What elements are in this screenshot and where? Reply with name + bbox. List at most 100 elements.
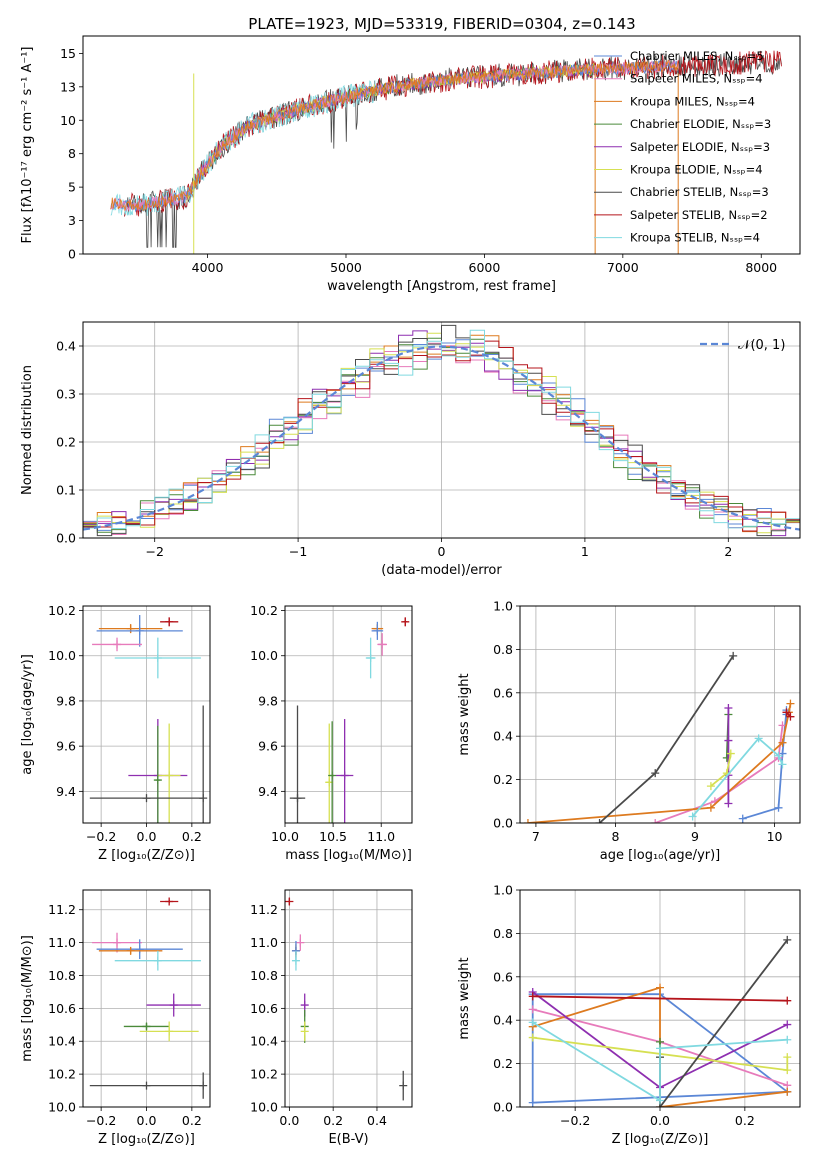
y-tick-label: 10.4 [48, 1034, 76, 1049]
weight-marker-salpeter-stelib [528, 992, 537, 1001]
x-tick-label: 8 [611, 829, 619, 844]
y-tick-label: 0.0 [493, 816, 513, 831]
mass-vs-ebv-axes-frame [284, 889, 413, 1108]
legend-entry-salpeter-miles: Salpeter MILES, Nₛₛₚ=4 [630, 72, 763, 86]
weight-marker-kroupa-stelib [656, 1096, 664, 1105]
spectrum-line-chabrier-miles [110, 60, 679, 213]
x-axis-label: (data-model)/error [381, 563, 502, 578]
errorbar-point-chabrier-stelib [89, 794, 204, 803]
y-tick-label: 0.8 [493, 926, 513, 941]
weight-marker-chabrier-miles [528, 1098, 537, 1107]
massweight-vs-Z-panel: −0.2 0.0 0.2 0.0 0.2 0.4 0.6 0.8 1.0 Z [log₁₀(Z/Z… [457, 883, 801, 1147]
massweight-vs-age-panel: 7 8 9 10 0.0 0.2 0.4 0.6 0.8 1.0 age [log₁₀(age/yr… [457, 599, 801, 863]
weight-marker-chabrier-stelib [729, 651, 738, 660]
weight-marker-salpeter-stelib [783, 996, 792, 1005]
y-tick-label: 0 [68, 247, 76, 262]
errorbar-point-kroupa-stelib [365, 637, 376, 679]
weight-line-kroupa-miles [527, 703, 792, 823]
errorbar-point-salpeter-miles [92, 637, 142, 652]
y-tick-label: 10 [60, 113, 76, 128]
weight-marker-kroupa-stelib [754, 734, 763, 743]
weight-marker-salpeter-miles [528, 1005, 537, 1014]
y-tick-label: 0.8 [493, 642, 513, 657]
weight-marker-chabrier-stelib [651, 769, 660, 778]
y-tick-label: 9.4 [258, 784, 278, 799]
x-tick-label: −0.2 [560, 1113, 590, 1128]
errorbar-point-chabrier-stelib [199, 705, 208, 823]
x-tick-label: 4000 [192, 260, 224, 275]
legend-entry-kroupa-stelib: Kroupa STELIB, Nₛₛₚ=4 [630, 231, 760, 245]
y-axis-label: age [log₁₀(age/yr)] [20, 654, 35, 775]
spectrum-plot-area [110, 50, 782, 254]
weight-marker-kroupa-stelib [783, 1035, 792, 1044]
y-axis-label: Normed distribution [20, 365, 35, 495]
y-tick-label: 0.4 [56, 339, 76, 354]
legend-entry-salpeter-elodie: Salpeter ELODIE, Nₛₛₚ=3 [630, 140, 770, 154]
errorbar-point-kroupa-stelib [291, 950, 300, 971]
weight-line-salpeter-stelib [532, 995, 788, 1002]
weight-marker-kroupa-miles [706, 803, 715, 812]
errorbar-point-salpeter-stelib [160, 617, 179, 627]
gaussian-curve [83, 345, 800, 531]
weight-marker-kroupa-elodie [726, 749, 735, 758]
legend-entry-kroupa-elodie: Kroupa ELODIE, Nₛₛₚ=4 [630, 163, 763, 177]
y-axis-label: mass weight [457, 957, 472, 1039]
x-tick-label: 0.2 [323, 1113, 343, 1128]
x-tick-label: 0.4 [367, 1113, 387, 1128]
y-tick-label: 11.0 [250, 935, 278, 950]
y-tick-label: 0.2 [493, 1056, 513, 1071]
y-tick-label: 11.0 [48, 935, 76, 950]
weight-line-salpeter-miles [654, 725, 784, 823]
mass-vs-ebv-plot-area [285, 897, 408, 1101]
weight-marker-kroupa-stelib [778, 760, 787, 769]
weight-marker-chabrier-miles [774, 803, 783, 812]
weight-line-chabrier-stelib [598, 655, 734, 823]
y-tick-label: 10.0 [250, 648, 278, 663]
weight-marker-salpeter-miles [778, 721, 787, 730]
y-tick-label: 1.0 [493, 599, 513, 614]
errorbar-point-kroupa-elodie [157, 723, 181, 823]
y-axis-label: Flux [fλ10⁻¹⁷ erg cm⁻² s⁻¹ A⁻¹] [20, 47, 35, 244]
y-tick-label: 13 [60, 79, 76, 94]
y-tick-label: 10.2 [48, 1067, 76, 1082]
errorbar-point-salpeter-miles [377, 633, 387, 656]
weight-marker-kroupa-elodie [528, 1033, 537, 1042]
y-tick-label: 0.6 [493, 685, 513, 700]
weight-line-chabrier-stelib [659, 939, 789, 1107]
mass-vs-Z-panel: −0.2 0.0 0.2 10.0 10.2 10.4 10.6 10.8 11.0 11.2 Z … [20, 889, 211, 1147]
residuals-axes-frame [82, 321, 801, 539]
x-axis-label: mass [log₁₀(M/M⊙)] [285, 848, 412, 863]
y-tick-label: 10.2 [48, 603, 76, 618]
massweight-vs-age-plot-area [523, 651, 795, 823]
mass-vs-ebv-panel: 0.0 0.2 0.4 10.0 10.2 10.4 10.6 10.8 11.0 11.2 E(B… [250, 889, 413, 1147]
x-tick-label: 1 [581, 544, 589, 559]
y-tick-label: 10.8 [250, 968, 278, 983]
y-tick-label: 9.8 [258, 693, 278, 708]
x-tick-label: 11.0 [367, 829, 395, 844]
age-vs-mass-axes-frame [284, 605, 413, 824]
x-tick-label: −1 [289, 544, 307, 559]
errorbar-point-salpeter-stelib [285, 897, 294, 906]
y-tick-label: 10.2 [250, 1067, 278, 1082]
errorbar-point-chabrier-miles [96, 615, 183, 647]
y-tick-label: 15 [60, 46, 76, 61]
errorbar-point-chabrier-elodie [328, 721, 337, 823]
errorbar-point-chabrier-miles [96, 939, 183, 960]
x-tick-label: 7000 [607, 260, 639, 275]
weight-marker-kroupa-elodie [783, 1053, 792, 1062]
y-tick-label: 10.2 [250, 603, 278, 618]
weight-marker-salpeter-elodie [724, 736, 733, 745]
errorbar-point-kroupa-miles [98, 624, 163, 634]
weight-marker-kroupa-elodie [706, 782, 715, 791]
y-tick-label: 10.6 [250, 1001, 278, 1016]
residuals-plot-area [83, 324, 800, 537]
y-tick-label: 10.4 [250, 1034, 278, 1049]
errorbar-point-salpeter-miles [296, 934, 305, 951]
y-tick-label: 0.0 [56, 531, 76, 546]
errorbar-point-kroupa-stelib [114, 637, 201, 679]
weight-marker-chabrier-miles [738, 814, 747, 823]
x-tick-label: 0 [438, 544, 446, 559]
errorbar-point-kroupa-elodie [139, 1021, 199, 1042]
x-tick-label: 2 [724, 544, 732, 559]
y-tick-label: 0.4 [493, 1013, 513, 1028]
